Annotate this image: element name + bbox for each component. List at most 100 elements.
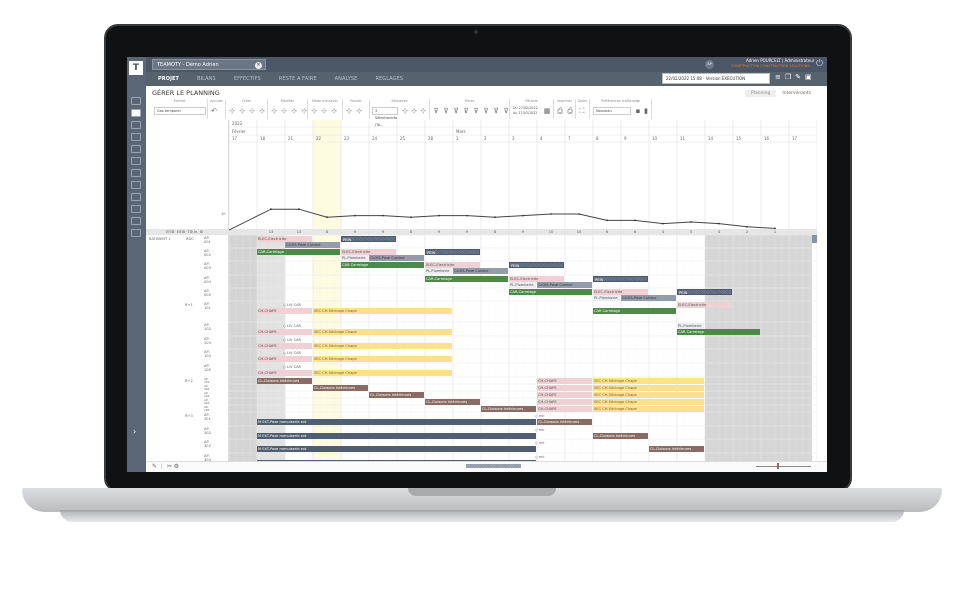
zoom-fit-icon[interactable]: ⛶ [579,107,585,115]
period-from[interactable]: Du 27/02/2022 [513,106,538,110]
tool-icon[interactable]: ⊹ [259,107,265,115]
task-bar-pl[interactable]: PL-Plomberie [509,282,536,288]
zoom-slider-handle[interactable] [777,463,779,469]
sequence-tool-icon[interactable]: ⊹ [402,107,408,115]
filter-icon[interactable]: ⊽ [433,107,439,115]
sidebar-nav-icon[interactable] [131,205,141,213]
row-label[interactable]: AP- 005 [204,289,211,297]
milestone-liv-car[interactable]: ◇ LIV CAR [283,303,302,307]
task-bar-sec[interactable]: SEC CH-Séchage Chape [313,308,452,314]
sidebar-nav-icon[interactable] [131,97,141,105]
nav-tab-effectifs[interactable]: EFFECTIFS [233,76,261,82]
milestone-mk[interactable]: ◇ mk [535,455,545,459]
tree-node[interactable]: RDC [186,237,194,241]
task-bar-clois[interactable]: CLOIS-Pose Cuisine [285,242,340,248]
task-bar-chape[interactable]: CH-CHAPE [537,384,592,391]
task-bar-clois[interactable]: CLOIS-Pose Cuisine [369,255,424,261]
task-bar-car[interactable]: CAR-Carrelage [341,262,424,268]
task-bar-sec[interactable]: SEC CH-Séchage Chape [593,377,704,384]
task-bar-ext[interactable]: M EXT-Pose menuiserie ext [257,446,536,452]
tool-icon[interactable]: ⊹ [229,107,235,115]
row-label[interactable]: AP- 002 [204,249,211,257]
tree-node[interactable]: R+1 [185,303,193,307]
sidebar-nav-icon[interactable] [131,181,141,189]
task-bar-chape[interactable]: CH-CHAPE [537,391,592,398]
tab-planning[interactable]: Planning [745,90,777,97]
tree-node[interactable]: BATIMENT 1 [149,237,171,241]
task-bar-car[interactable]: CAR-Carrelage [257,249,340,255]
filter-icon[interactable]: ⊽ [443,107,449,115]
sequence-select[interactable]: 3 Sélectionnés (To... [372,107,398,127]
task-bar-sec[interactable]: SEC CH-Séchage Chape [593,398,704,405]
task-bar-ext[interactable]: M EXT-Pose menuiserie ext [257,433,536,439]
task-bar-cl[interactable]: CL-Cloisons Intérieures [593,433,648,439]
task-bar-sec[interactable]: SEC CH-Séchage Chape [313,370,452,376]
tool-icon[interactable]: ⊹ [301,107,307,115]
row-label[interactable]: AP- 004 [204,276,211,284]
task-bar-cl[interactable]: CL-Cloisons Intérieures [481,405,536,412]
filter-icon[interactable]: ⊽ [473,107,479,115]
sidebar-nav-icon[interactable] [131,109,141,117]
row-label[interactable]: AP- 001 [204,236,211,244]
task-bar-pl[interactable]: PL-Plomberie [593,295,620,301]
row-label[interactable]: AP- 303 [204,440,211,448]
format-select[interactable]: Gas temporel [154,107,206,115]
sidebar-nav-icon[interactable] [131,145,141,153]
task-bar-ext[interactable]: M EXT-Pose menuiserie ext [257,419,536,425]
calendar-icon[interactable]: ▦ [543,107,551,115]
filter-icon[interactable]: ⊽ [453,107,459,115]
task-bar-pein[interactable]: PEIN [509,262,564,268]
task-bar-cl[interactable]: CL-Cloisons Intérieures [257,377,312,384]
tool-icon[interactable]: ⊹ [281,107,287,115]
document-tab[interactable]: TEAMOTY - Démo Adrien ✕ [152,59,266,70]
tool-icon[interactable]: ⊹ [321,107,327,115]
database-icon[interactable]: ≡ [775,73,781,81]
close-icon[interactable]: ✕ [255,61,262,69]
milestone-liv-car[interactable]: ◇ LIV CAR [283,351,302,355]
milestone-liv-car[interactable]: ◇ LIV CAR [283,365,302,369]
row-label[interactable]: AP- 104 [204,350,211,358]
edit-icons[interactable]: ✎ ⋮ ✂ ⚙ [152,463,180,470]
task-bar-chape[interactable]: CH-CHAPE [537,377,592,384]
period-to[interactable]: Au 17/03/2022 [513,111,538,115]
undo-icon[interactable]: ↶ [211,107,217,115]
task-bar-elec[interactable]: ELEC-Electricite [341,249,396,255]
task-bar-sec[interactable]: SEC CH-Séchage Chape [313,329,452,335]
nav-tab-analyse[interactable]: ANALYSE [334,76,358,82]
tool-icon[interactable]: ⊹ [346,107,352,115]
camera-icon[interactable]: ▣ [805,73,812,81]
task-bar-sec[interactable]: SEC CH-Séchage Chape [313,356,452,362]
task-bar-clois[interactable]: CLOIS-Pose Cuisine [453,268,508,274]
row-label[interactable]: AP- 204 [204,398,210,405]
sidebar-nav-icon[interactable] [131,133,141,141]
task-bar-pein[interactable]: PEIN [593,276,648,282]
task-bar-car[interactable]: CAR Carrelage [677,329,760,335]
row-label[interactable]: AP- 202 [204,384,210,391]
milestone-liv-car[interactable]: ◇ LIV CAR [283,338,302,342]
task-bar-chape[interactable]: CH-CHAPE [257,356,312,362]
task-bar-elec[interactable]: ELEC-Electricite [509,276,564,282]
sidebar-nav-icon[interactable] [131,157,141,165]
task-bar-elec[interactable]: ELEC-Electricite [593,289,648,295]
vertical-scroll-thumb[interactable] [812,235,817,243]
tool-icon[interactable]: ⊹ [291,107,297,115]
tool-icon[interactable]: ⊹ [331,107,337,115]
column-header-icons[interactable]: ⊟T⚙ ⊟T⚙ T⚙ In. ⚙ [166,230,203,234]
tool-icon[interactable]: ⊹ [271,107,277,115]
task-bar-chape[interactable]: CH-CHAPE [257,308,312,314]
nav-tab-reglages[interactable]: REGLAGES [375,76,404,82]
copy-icon[interactable]: ❐ [784,73,792,81]
trash-icon[interactable]: ▮ [644,107,648,115]
horizontal-scroll-thumb[interactable] [466,464,521,468]
row-label[interactable]: AP- 304 [204,454,211,462]
task-bar-chape[interactable]: CH-CHAPE [537,405,592,412]
print-icon[interactable]: ⎙ [567,107,573,115]
task-bar-sec[interactable]: SEC CH-Séchage Chape [593,384,704,391]
task-bar-pl[interactable]: PL-Plomberie [425,268,452,274]
task-bar-chape[interactable]: CH-CHAPE [537,398,592,405]
task-bar-pl[interactable]: PL-Plomberie [677,323,704,329]
nav-tab-projet[interactable]: PROJET [158,76,180,82]
task-bar-sec[interactable]: SEC CH-Séchage Chape [593,405,704,412]
task-bar-pein[interactable]: PEIN [341,236,396,242]
wrench-icon[interactable]: ✎ [795,73,802,81]
